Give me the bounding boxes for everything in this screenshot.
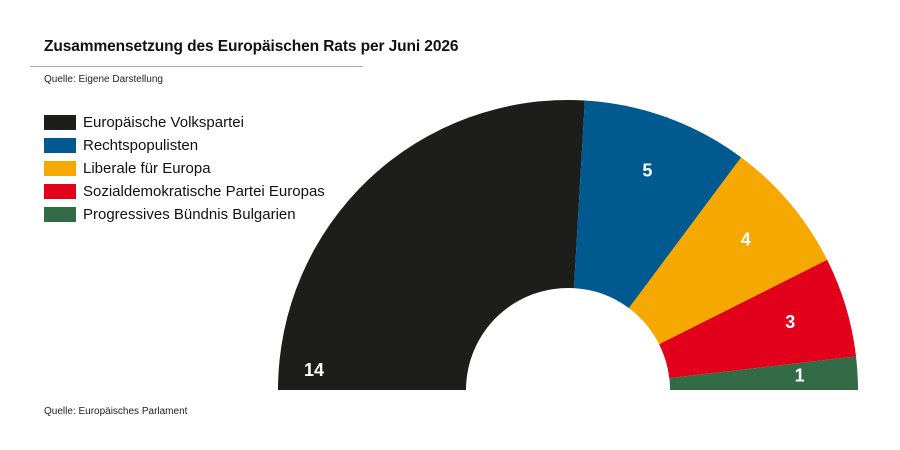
chart-title: Zusammensetzung des Europäischen Rats pe…: [44, 38, 459, 55]
legend-swatch: [44, 138, 76, 153]
segment-3: [659, 259, 857, 379]
legend-swatch: [44, 115, 76, 130]
legend-swatch: [44, 161, 76, 176]
legend-label: Europäische Volkspartei: [83, 114, 244, 131]
legend-item: Sozialdemokratische Partei Europas: [44, 180, 325, 203]
legend-item: Europäische Volkspartei: [44, 111, 325, 134]
segment-0: [278, 100, 585, 391]
legend-item: Liberale für Europa: [44, 157, 325, 180]
segment-1: [573, 100, 742, 309]
legend-label: Sozialdemokratische Partei Europas: [83, 183, 325, 200]
legend-label: Rechtspopulisten: [83, 137, 199, 154]
title-divider: [30, 66, 363, 67]
segment-label-3: 3: [785, 312, 795, 332]
segment-label-2: 4: [741, 230, 751, 250]
legend-label: Liberale für Europa: [83, 160, 211, 177]
segment-label-4: 1: [795, 365, 805, 385]
legend: Europäische Volkspartei Rechtspopulisten L…: [44, 111, 325, 226]
chart-subtitle: Quelle: Eigene Darstellung: [44, 74, 163, 85]
legend-item: Rechtspopulisten: [44, 134, 325, 157]
source-note: Quelle: Europäisches Parlament: [44, 406, 188, 417]
segment-2: [628, 157, 828, 345]
legend-label: Progressives Bündnis Bulgarien: [83, 206, 296, 223]
legend-item: Progressives Bündnis Bulgarien: [44, 203, 325, 226]
legend-swatch: [44, 184, 76, 199]
legend-swatch: [44, 207, 76, 222]
segment-label-1: 5: [642, 161, 652, 181]
segment-4: [669, 356, 858, 390]
segment-label-0: 14: [304, 360, 324, 380]
